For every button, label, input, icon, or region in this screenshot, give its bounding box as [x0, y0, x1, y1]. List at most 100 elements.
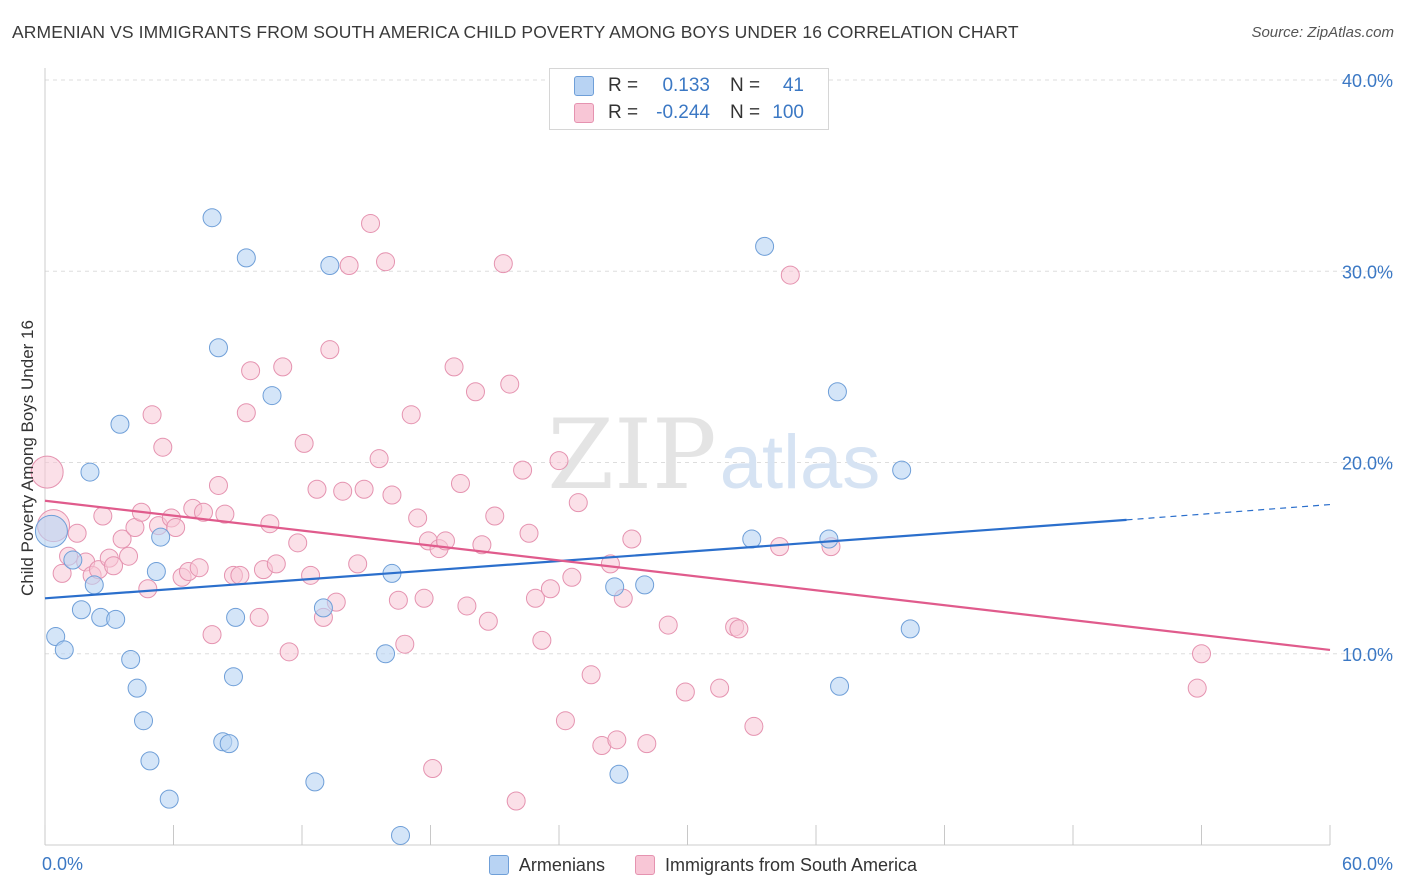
armenians-point — [236, 248, 256, 268]
immigrants-point — [153, 437, 173, 457]
immigrants-point — [93, 506, 113, 526]
immigrants-point — [348, 554, 368, 574]
n-label: N = — [730, 75, 761, 96]
immigrants-point — [369, 449, 389, 469]
immigrants-point — [423, 759, 443, 778]
immigrants-point — [729, 619, 749, 639]
x-tick-label: 0.0% — [42, 854, 83, 874]
immigrants-point — [1192, 644, 1211, 664]
immigrants-point — [581, 665, 601, 685]
immigrants-point — [339, 256, 359, 276]
stats-legend: R = 0.133 N = 41 R = -0.244 N = 100 — [549, 68, 829, 130]
armenians-point — [110, 414, 130, 434]
armenians-swatch — [574, 76, 594, 96]
immigrants-point — [414, 588, 434, 608]
immigrants-point — [307, 479, 327, 499]
immigrants-point — [119, 546, 139, 566]
armenians-point — [208, 338, 228, 358]
immigrants-point — [230, 565, 250, 585]
immigrants-point — [361, 213, 381, 233]
armenians-point — [320, 256, 340, 276]
armenians-point — [121, 649, 141, 669]
immigrants-point — [770, 537, 790, 557]
y-tick-label: 30.0% — [1342, 262, 1393, 282]
immigrants-point — [208, 475, 228, 495]
immigrants-point — [710, 678, 730, 698]
immigrants-point — [354, 479, 374, 499]
immigrants-point — [568, 493, 588, 513]
immigrants-point — [266, 554, 286, 574]
immigrants-point — [622, 529, 642, 549]
immigrants-point — [202, 625, 222, 645]
immigrants-point — [506, 791, 526, 811]
immigrants-point — [52, 563, 72, 583]
immigrants-point — [388, 590, 408, 610]
armenians-point — [63, 550, 83, 570]
series-legend: Armenians Immigrants from South America — [0, 852, 1406, 878]
armenians-point — [219, 734, 239, 754]
armenians-point — [892, 460, 912, 480]
armenians-trend-extension — [1126, 503, 1331, 521]
n-label: N = — [730, 102, 761, 123]
immigrants-point — [382, 485, 402, 505]
y-tick-label: 40.0% — [1342, 71, 1393, 91]
immigrants-point — [600, 554, 620, 574]
immigrants-point — [193, 502, 213, 522]
armenians-point — [54, 640, 74, 660]
armenians-point — [159, 789, 179, 809]
immigrants-point — [675, 682, 695, 702]
immigrants-point — [301, 565, 321, 585]
watermark-atlas: atlas — [720, 420, 881, 505]
y-tick-label: 10.0% — [1342, 645, 1393, 665]
immigrants-point — [540, 579, 560, 599]
armenians-point — [140, 751, 160, 771]
immigrants-point — [519, 523, 539, 543]
armenians-point — [80, 462, 100, 482]
immigrants-point — [112, 529, 132, 549]
immigrants-point — [260, 514, 280, 534]
immigrants-trend-line — [44, 499, 1331, 652]
immigrants-point — [562, 567, 582, 587]
armenians-point — [134, 711, 154, 731]
immigrants-swatch — [574, 103, 594, 123]
armenians-point — [635, 575, 655, 595]
legend-label-immigrants: Immigrants from South America — [664, 854, 918, 875]
armenians-point — [71, 600, 91, 620]
armenians-point — [609, 764, 629, 784]
immigrants-points — [30, 213, 1211, 811]
immigrants-point — [637, 734, 657, 754]
armenians-point — [34, 514, 68, 548]
legend-item-immigrants[interactable]: Immigrants from South America — [634, 854, 918, 876]
armenians-point — [819, 529, 839, 549]
immigrants-point — [288, 533, 308, 553]
legend-item-armenians[interactable]: Armenians — [488, 854, 605, 876]
immigrants-point — [465, 382, 485, 402]
immigrants-point — [236, 403, 256, 423]
r-value: 0.133 — [662, 75, 710, 96]
armenians-point — [313, 598, 333, 618]
trend-lines — [44, 499, 1331, 652]
immigrants-point — [525, 588, 545, 608]
immigrants-point — [485, 506, 505, 526]
immigrants-point — [435, 531, 455, 551]
armenians-swatch — [488, 855, 509, 875]
armenians-point — [46, 627, 66, 647]
immigrants-point — [166, 518, 186, 538]
immigrants-point — [142, 405, 162, 425]
armenians-point — [202, 208, 222, 228]
armenians-point — [151, 527, 171, 547]
tick-labels: 10.0% 20.0% 30.0% 40.0% 0.0% 60.0% — [42, 71, 1393, 874]
legend-label-armenians: Armenians — [518, 854, 605, 875]
immigrants-point — [555, 711, 575, 731]
armenians-point — [146, 562, 166, 582]
immigrants-point — [189, 558, 209, 578]
armenians-point — [376, 644, 396, 664]
watermark-zip: ZIP — [547, 399, 716, 511]
r-value: -0.244 — [656, 102, 710, 123]
immigrants-point — [607, 730, 627, 750]
immigrants-point — [493, 254, 513, 274]
immigrants-swatch — [634, 855, 655, 875]
immigrants-point — [376, 252, 396, 272]
armenians-point — [223, 667, 243, 687]
immigrants-point — [549, 451, 569, 471]
